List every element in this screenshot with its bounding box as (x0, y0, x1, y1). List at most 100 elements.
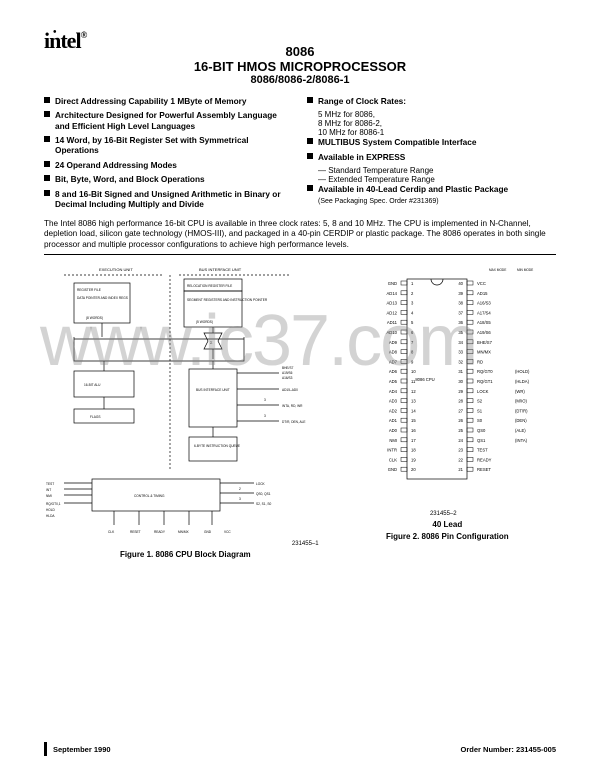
svg-text:QS1: QS1 (477, 438, 486, 443)
svg-text:2: 2 (411, 291, 414, 296)
svg-text:AD10: AD10 (386, 330, 397, 335)
svg-text:AD0: AD0 (388, 428, 397, 433)
svg-text:18: 18 (411, 448, 416, 453)
svg-text:MAX MODE: MAX MODE (489, 268, 506, 272)
svg-text:(DEN): (DEN) (515, 418, 527, 423)
svg-text:11: 11 (411, 379, 416, 384)
svg-text:A19/S6: A19/S6 (477, 330, 491, 335)
svg-text:CLK: CLK (108, 530, 115, 534)
svg-text:13: 13 (411, 399, 416, 404)
svg-text:S1: S1 (477, 408, 483, 413)
svg-text:33: 33 (458, 350, 463, 355)
svg-text:37: 37 (458, 310, 463, 315)
description-paragraph: The Intel 8086 high performance 16-bit C… (44, 219, 556, 250)
svg-text:(DT/R): (DT/R) (515, 408, 528, 413)
separator (44, 254, 556, 255)
feature-item: 24 Operand Addressing Modes (44, 160, 293, 170)
fig1-caption: Figure 1. 8086 CPU Block Diagram (44, 550, 327, 559)
svg-text:31: 31 (458, 369, 463, 374)
feature-item: Architecture Designed for Powerful Assem… (44, 110, 293, 131)
svg-text:BHE/S7: BHE/S7 (477, 340, 493, 345)
svg-text:AD2: AD2 (388, 408, 397, 413)
svg-text:AD4: AD4 (388, 389, 397, 394)
svg-text:EXECUTION UNIT: EXECUTION UNIT (99, 267, 133, 272)
feature-item: Range of Clock Rates: (307, 96, 556, 106)
title-variants: 8086/8086-2/8086-1 (44, 74, 556, 86)
svg-text:2: 2 (239, 487, 241, 491)
svg-text:VCC: VCC (477, 281, 486, 286)
svg-text:(ALE): (ALE) (515, 428, 526, 433)
svg-text:FLAGS: FLAGS (90, 415, 100, 419)
svg-text:Σ: Σ (210, 340, 213, 345)
svg-text:RQ/GT0,1: RQ/GT0,1 (46, 502, 61, 506)
svg-text:QS0: QS0 (477, 428, 486, 433)
svg-text:NMI: NMI (389, 438, 397, 443)
feature-columns: Direct Addressing Capability 1 MByte of … (44, 96, 556, 213)
feature-item: Bit, Byte, Word, and Block Operations (44, 174, 293, 184)
svg-text:3: 3 (264, 398, 266, 402)
svg-text:AD5: AD5 (388, 379, 397, 384)
svg-text:AD15–AD0: AD15–AD0 (282, 388, 298, 392)
feature-item: Available in EXPRESS (307, 152, 556, 162)
svg-text:3: 3 (264, 414, 266, 418)
svg-text:S0: S0 (477, 418, 483, 423)
feature-item: MULTIBUS System Compatible Interface (307, 137, 556, 147)
svg-text:TEST: TEST (46, 482, 54, 486)
svg-text:AD3: AD3 (388, 399, 397, 404)
svg-text:A18/S5: A18/S5 (477, 320, 491, 325)
features-left: Direct Addressing Capability 1 MByte of … (44, 96, 293, 213)
svg-text:BUS INTERFACE UNIT: BUS INTERFACE UNIT (199, 267, 242, 272)
svg-text:A17/S4: A17/S4 (477, 310, 491, 315)
svg-text:HLDA: HLDA (46, 514, 55, 518)
svg-text:MN/MX: MN/MX (178, 530, 189, 534)
svg-text:REGISTER FILE: REGISTER FILE (77, 288, 101, 292)
svg-text:QS0, QS1: QS0, QS1 (256, 492, 271, 496)
svg-text:(5 WORDS): (5 WORDS) (196, 320, 213, 324)
svg-text:20: 20 (411, 467, 416, 472)
svg-text:CONTROL & TIMING: CONTROL & TIMING (134, 494, 165, 498)
svg-text:AD9: AD9 (388, 340, 397, 345)
features-right: Range of Clock Rates:5 MHz for 8086,8 MH… (307, 96, 556, 213)
figure-1: EXECUTION UNIT BUS INTERFACE UNIT REGIST… (44, 261, 327, 559)
svg-text:AD1: AD1 (388, 418, 397, 423)
svg-text:RESET: RESET (130, 530, 141, 534)
svg-text:6: 6 (411, 330, 414, 335)
feature-item: Direct Addressing Capability 1 MByte of … (44, 96, 293, 106)
svg-text:RESET: RESET (477, 467, 491, 472)
svg-text:34: 34 (458, 340, 463, 345)
svg-text:1: 1 (411, 281, 414, 286)
svg-text:38: 38 (458, 301, 463, 306)
svg-text:TEST: TEST (477, 448, 488, 453)
svg-text:26: 26 (458, 418, 463, 423)
svg-text:(INTA): (INTA) (515, 438, 528, 443)
footer: September 1990 Order Number: 231455-005 (44, 742, 556, 756)
svg-text:(WR): (WR) (515, 389, 525, 394)
svg-text:AD7: AD7 (388, 359, 397, 364)
fig1-num: 231455–1 (44, 541, 327, 547)
svg-text:15: 15 (411, 418, 416, 423)
svg-text:RQ/GT1: RQ/GT1 (477, 379, 493, 384)
svg-text:RQ/GT0: RQ/GT0 (477, 369, 493, 374)
svg-text:HOLD: HOLD (46, 508, 56, 512)
svg-text:VCC: VCC (224, 530, 231, 534)
svg-text:30: 30 (458, 379, 463, 384)
svg-text:A19/S6: A19/S6 (282, 371, 293, 375)
svg-text:AD15: AD15 (477, 291, 488, 296)
svg-text:3: 3 (239, 497, 241, 501)
svg-text:A16/S3: A16/S3 (477, 301, 491, 306)
svg-text:AD13: AD13 (386, 301, 397, 306)
svg-text:4: 4 (411, 310, 414, 315)
svg-text:5: 5 (411, 320, 414, 325)
svg-text:AD14: AD14 (386, 291, 397, 296)
svg-text:36: 36 (458, 320, 463, 325)
svg-text:22: 22 (458, 457, 463, 462)
svg-text:(HLDA): (HLDA) (515, 379, 530, 384)
svg-text:AD8: AD8 (388, 350, 397, 355)
svg-text:39: 39 (458, 291, 463, 296)
title-main: 16-BIT HMOS MICROPROCESSOR (44, 59, 556, 74)
svg-text:16: 16 (411, 428, 416, 433)
svg-text:35: 35 (458, 330, 463, 335)
feature-item: 8 and 16-Bit Signed and Unsigned Arithme… (44, 189, 293, 210)
svg-text:LOCK: LOCK (477, 389, 489, 394)
svg-text:14: 14 (411, 408, 416, 413)
